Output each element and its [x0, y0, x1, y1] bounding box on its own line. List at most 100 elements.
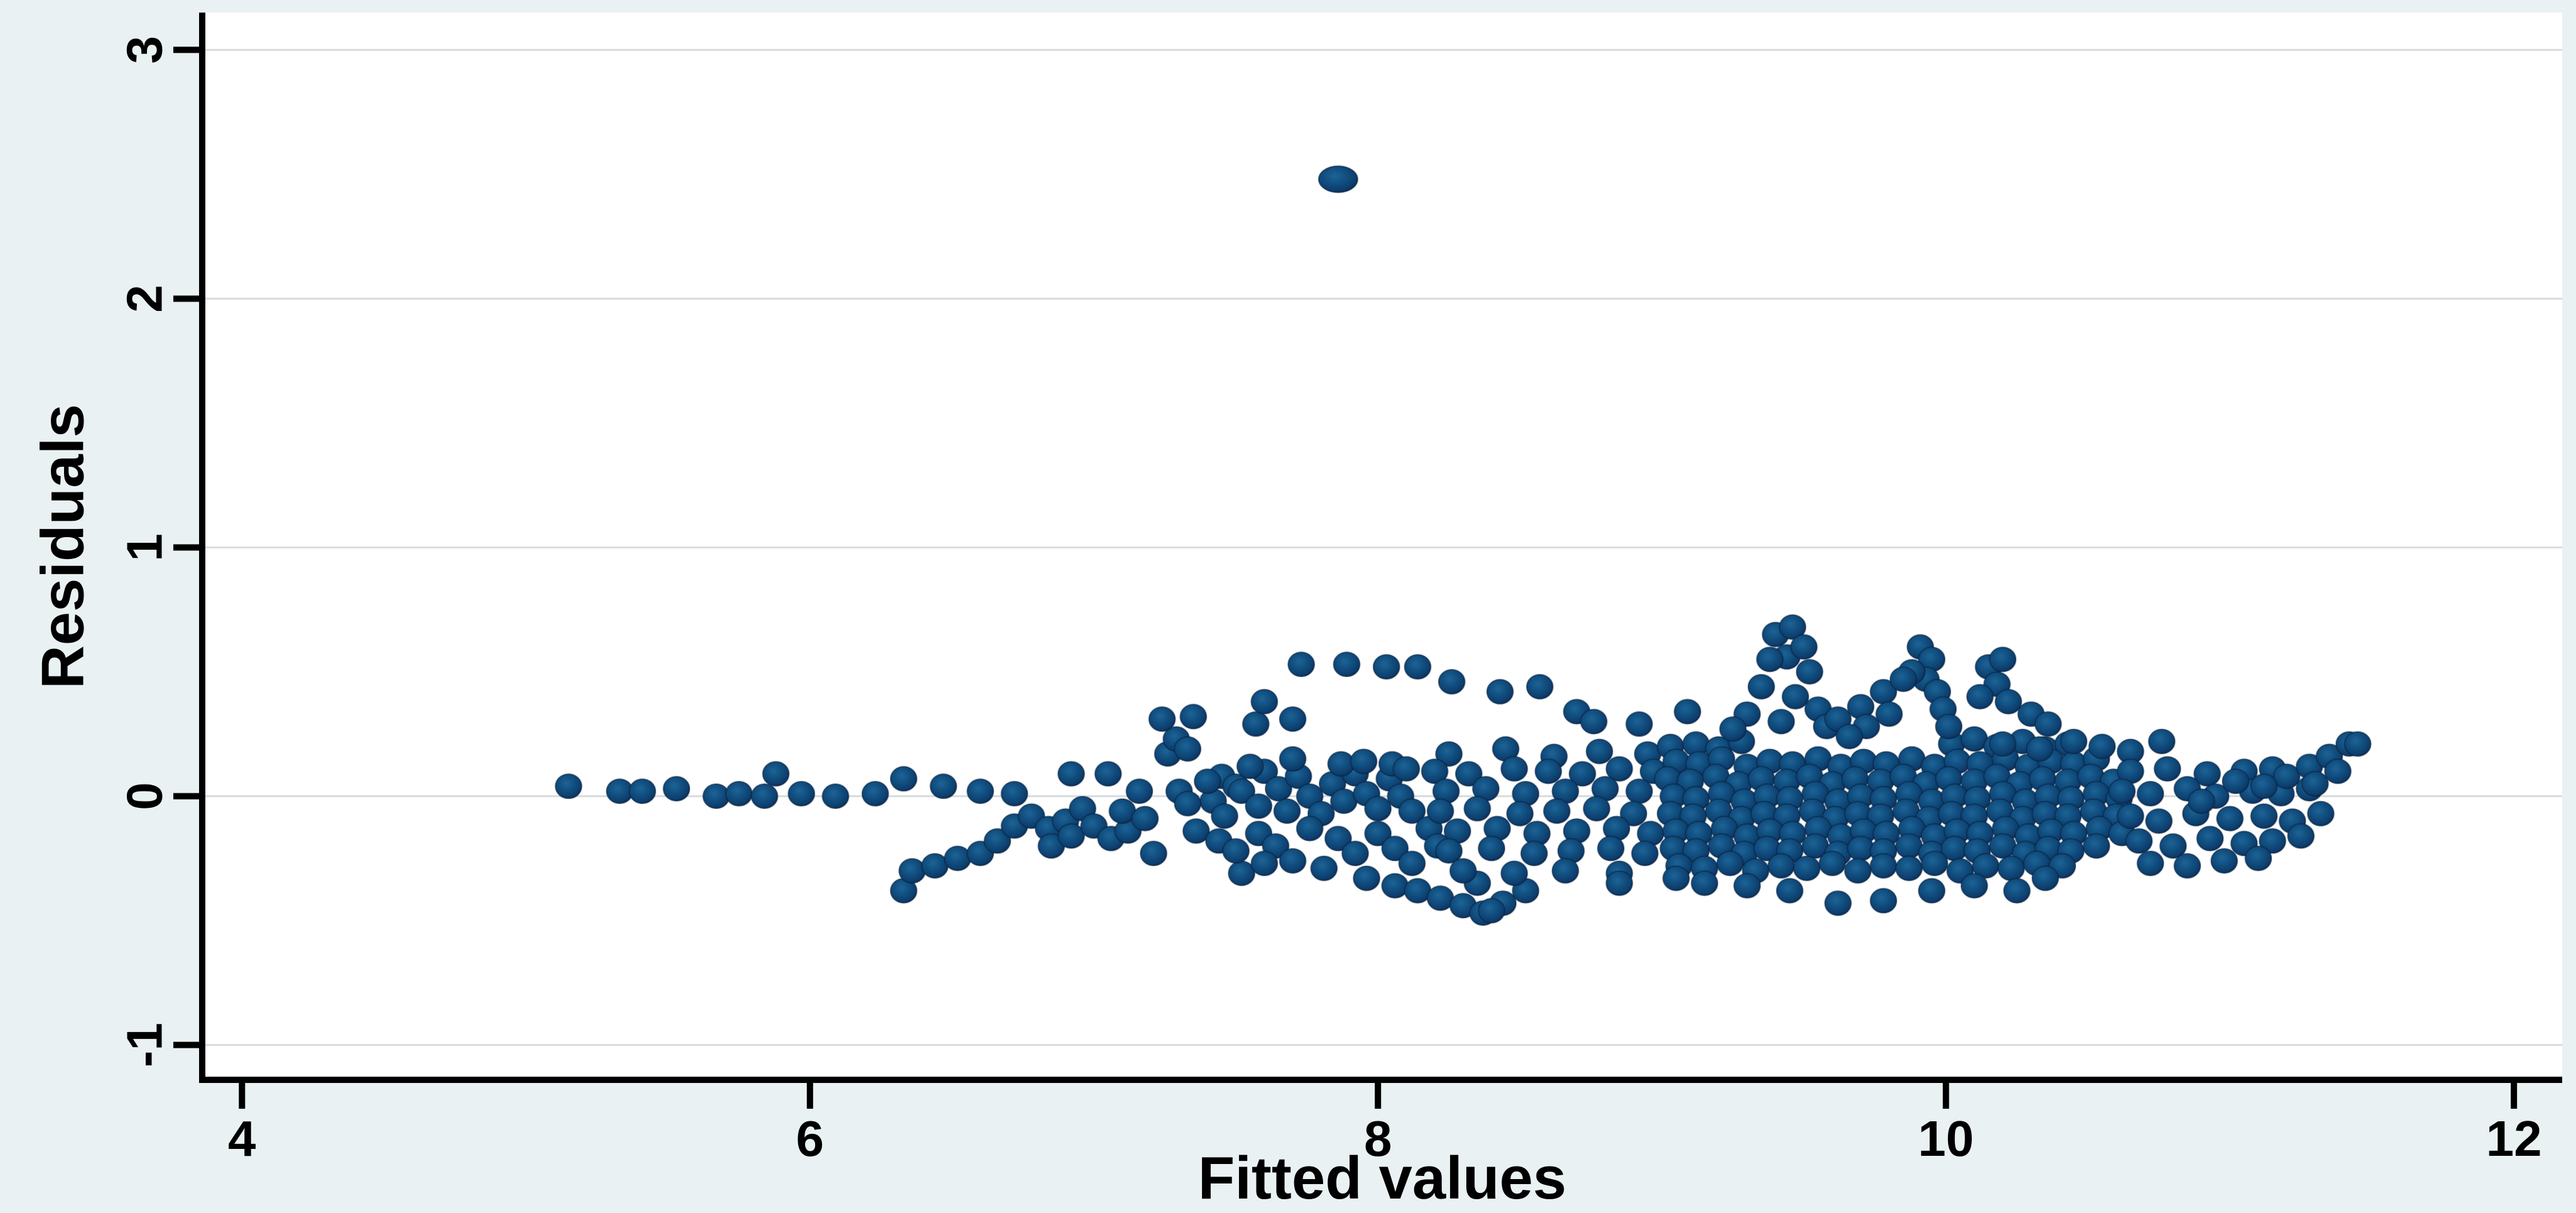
- data-point: [750, 783, 779, 810]
- data-point: [1273, 798, 1301, 824]
- y-tick-label: 0: [117, 782, 173, 810]
- data-point: [1795, 658, 1824, 685]
- data-point: [1875, 701, 1903, 727]
- data-point: [2034, 711, 2062, 737]
- data-point: [983, 828, 1012, 854]
- data-point: [2136, 781, 2165, 807]
- data-point: [1966, 683, 1994, 710]
- data-point: [1000, 781, 1029, 807]
- data-point: [1179, 704, 1208, 730]
- outlier-point: [1318, 165, 1358, 193]
- data-point: [1781, 683, 1809, 710]
- data-point: [1437, 668, 1466, 695]
- data-point: [2216, 805, 2244, 832]
- data-point: [2273, 763, 2301, 790]
- data-point: [1242, 711, 1270, 737]
- data-point: [1585, 738, 1613, 764]
- data-point: [1486, 678, 1514, 705]
- data-point: [2301, 771, 2329, 797]
- data-point: [1631, 840, 1659, 867]
- data-point: [1350, 748, 1378, 775]
- data-point: [1421, 758, 1449, 785]
- data-point: [787, 781, 816, 807]
- data-point: [2196, 825, 2224, 852]
- data-point: [1372, 654, 1400, 680]
- data-point: [1381, 873, 1409, 899]
- data-point: [1989, 646, 2017, 673]
- data-point: [1543, 798, 1571, 824]
- data-point: [1778, 614, 1807, 640]
- data-point: [1583, 795, 1611, 822]
- data-point: [1478, 898, 1506, 924]
- data-point: [2125, 828, 2153, 854]
- data-point: [1790, 634, 1818, 660]
- data-point: [2148, 728, 2176, 754]
- data-point: [2324, 758, 2352, 785]
- data-point: [1245, 793, 1273, 819]
- y-tick-label: 2: [117, 285, 173, 313]
- data-point: [1310, 855, 1338, 881]
- data-point: [1625, 778, 1653, 805]
- data-point: [2244, 846, 2273, 872]
- data-point: [1435, 741, 1463, 767]
- data-point: [1767, 709, 1795, 735]
- data-point: [2286, 823, 2315, 849]
- data-point: [2307, 800, 2335, 827]
- data-point: [2153, 756, 2182, 782]
- data-point: [2344, 731, 2372, 757]
- data-point: [2221, 768, 2249, 795]
- data-point: [1824, 890, 1852, 917]
- x-tick-label: 8: [1364, 1111, 1392, 1167]
- data-point: [2159, 833, 2187, 859]
- data-point: [1404, 654, 1432, 680]
- data-point: [2258, 828, 2286, 854]
- data-point: [1364, 820, 1392, 847]
- x-tick-label: 10: [1918, 1111, 1974, 1167]
- data-point: [1139, 840, 1167, 867]
- data-point: [1463, 795, 1491, 822]
- data-point: [2145, 808, 2173, 834]
- data-point: [1174, 790, 1202, 817]
- data-point: [1525, 673, 1554, 700]
- data-point: [1148, 706, 1176, 732]
- data-point: [1605, 756, 1633, 782]
- data-point: [1435, 838, 1463, 864]
- data-point: [2082, 833, 2111, 859]
- data-point: [1381, 835, 1409, 862]
- data-point: [1994, 688, 2023, 715]
- x-tick-label: 12: [2486, 1111, 2542, 1167]
- data-point: [1287, 651, 1316, 678]
- data-point: [1500, 860, 1529, 886]
- data-point: [1094, 761, 1122, 787]
- data-point: [929, 773, 958, 800]
- data-point: [1193, 768, 1221, 795]
- y-tick-label: 1: [117, 533, 173, 562]
- data-point: [1895, 855, 1923, 881]
- data-point: [1222, 838, 1250, 864]
- data-point: [1625, 711, 1653, 737]
- data-point: [889, 766, 917, 792]
- data-point: [1426, 798, 1454, 824]
- data-point: [1057, 761, 1085, 787]
- data-point: [943, 846, 971, 872]
- data-point: [821, 783, 850, 810]
- data-point: [1597, 835, 1625, 862]
- data-point: [1960, 873, 1988, 899]
- data-point: [628, 778, 656, 805]
- data-point: [1182, 818, 1210, 844]
- data-point: [2173, 852, 2202, 879]
- data-point: [1534, 758, 1562, 785]
- data-point: [1568, 761, 1596, 787]
- data-point: [1057, 823, 1085, 849]
- data-point: [1716, 850, 1744, 876]
- data-point: [1279, 847, 1307, 874]
- data-point: [1793, 855, 1821, 881]
- data-point: [1449, 857, 1477, 884]
- data-point: [1520, 840, 1548, 867]
- data-point: [1296, 815, 1324, 842]
- axis-ticks: [173, 46, 2518, 1109]
- data-point: [1364, 795, 1392, 822]
